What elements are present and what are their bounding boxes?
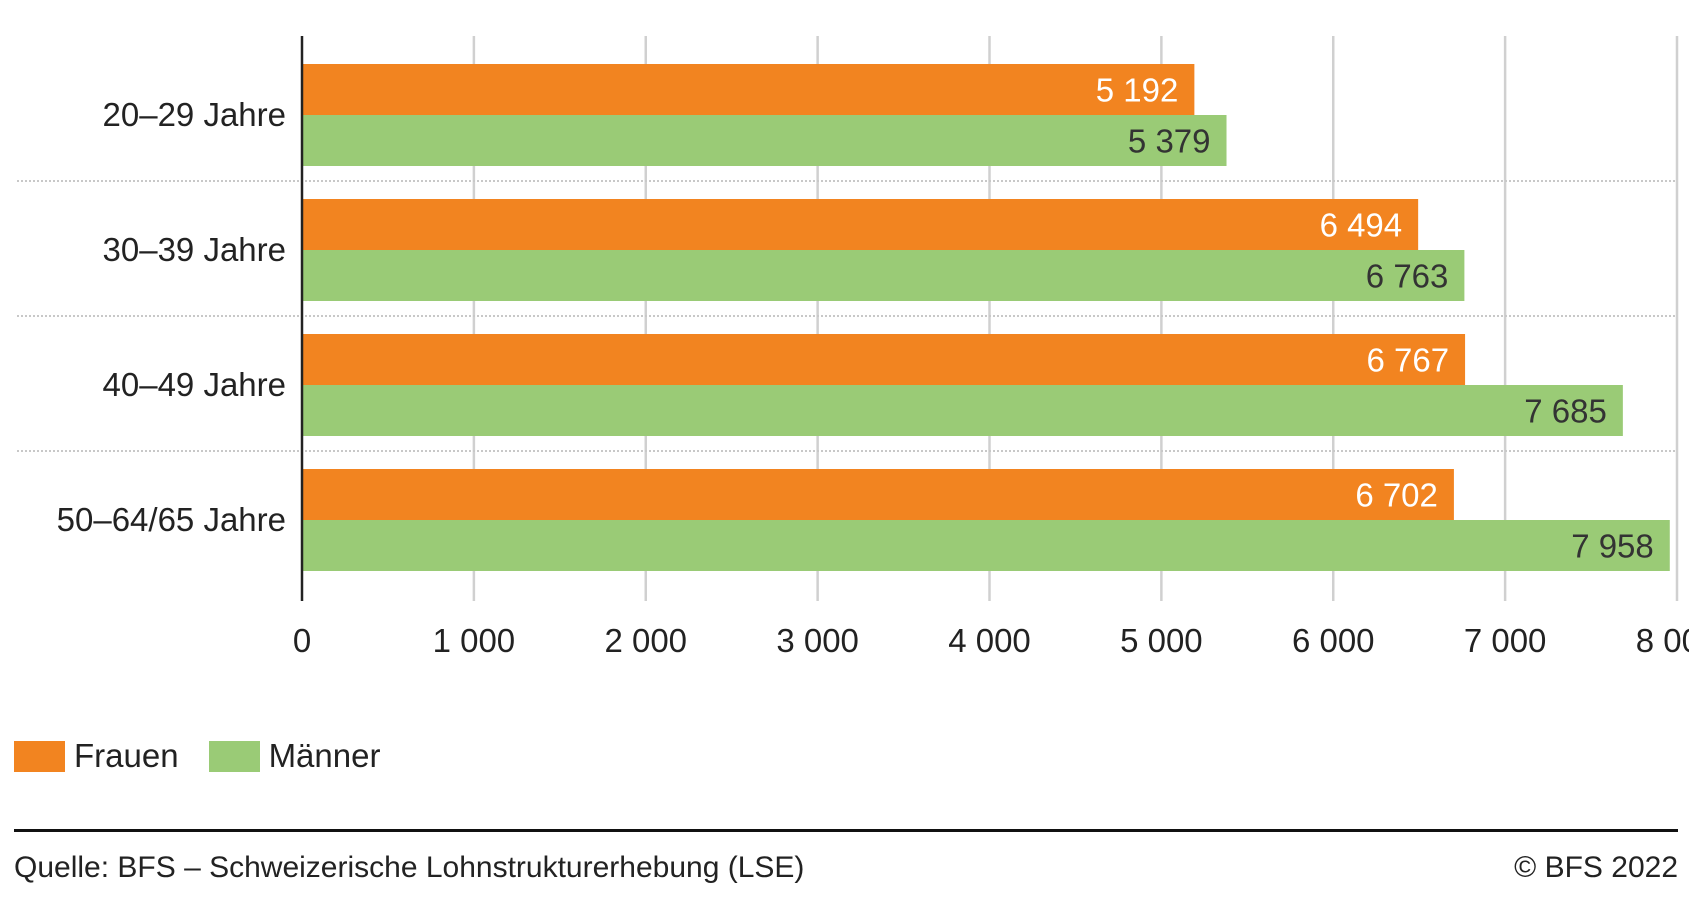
data-label: 6 702 xyxy=(1355,477,1438,514)
source-note: Quelle: BFS – Schweizerische Lohnstruktu… xyxy=(14,851,805,884)
x-tick-label: 5 000 xyxy=(1120,622,1203,659)
copyright: © BFS 2022 xyxy=(1514,851,1678,884)
x-tick-label: 7 000 xyxy=(1464,622,1547,659)
category-label: 30–39 Jahre xyxy=(103,231,286,268)
category-label: 40–49 Jahre xyxy=(103,366,286,403)
legend-swatch-maenner xyxy=(208,740,260,772)
bar-maenner xyxy=(302,115,1227,166)
legend-swatch-frauen xyxy=(14,740,65,772)
legend-label-frauen: Frauen xyxy=(74,737,179,774)
data-label: 5 192 xyxy=(1096,72,1179,109)
data-label: 6 763 xyxy=(1366,258,1449,295)
category-label: 20–29 Jahre xyxy=(103,96,286,133)
legend: Frauen Männer xyxy=(14,737,410,775)
bar-maenner xyxy=(302,385,1623,436)
x-tick-label: 3 000 xyxy=(776,622,859,659)
legend-label-maenner: Männer xyxy=(268,737,381,774)
bar-maenner xyxy=(302,250,1465,301)
data-label: 7 958 xyxy=(1571,528,1654,565)
bar-frauen xyxy=(302,469,1454,520)
legend-item-maenner: Männer xyxy=(208,737,381,775)
x-tick-label: 6 000 xyxy=(1292,622,1375,659)
x-tick-label: 0 xyxy=(293,622,311,659)
data-label: 7 685 xyxy=(1524,393,1607,430)
legend-item-frauen: Frauen xyxy=(14,737,179,775)
bar-frauen xyxy=(302,334,1466,385)
x-tick-label: 2 000 xyxy=(604,622,687,659)
bar-maenner xyxy=(302,520,1670,571)
bar-frauen xyxy=(302,199,1419,250)
x-tick-label: 1 000 xyxy=(433,622,516,659)
data-label: 6 494 xyxy=(1320,207,1403,244)
footer-divider xyxy=(14,829,1678,832)
x-tick-label: 8 000 xyxy=(1636,622,1689,659)
x-tick-label: 4 000 xyxy=(948,622,1031,659)
data-label: 6 767 xyxy=(1366,342,1449,379)
bar-frauen xyxy=(302,64,1195,115)
data-label: 5 379 xyxy=(1128,123,1211,160)
category-label: 50–64/65 Jahre xyxy=(57,501,286,538)
bar-chart: 0 1 000 2 000 3 000 4 000 5 000 6 000 7 000 8 00… xyxy=(17,36,1689,659)
